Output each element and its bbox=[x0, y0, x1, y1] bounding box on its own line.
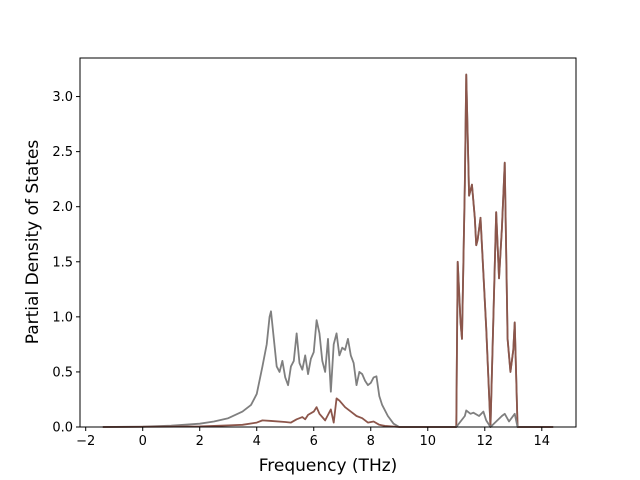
y-tick-label: 2.0 bbox=[52, 200, 73, 215]
x-tick-label: 10 bbox=[419, 434, 436, 449]
x-tick-label: −2 bbox=[76, 434, 95, 449]
y-tick-label: 0.5 bbox=[52, 365, 73, 380]
series-line-1 bbox=[102, 73, 554, 428]
series-layer bbox=[102, 73, 554, 428]
y-axis: 0.0 0.5 1.0 1.5 2.0 2.5 3.0 bbox=[52, 90, 80, 436]
plot-frame bbox=[79, 57, 577, 428]
series-line-0 bbox=[102, 73, 554, 428]
x-tick-label: 14 bbox=[534, 434, 551, 449]
y-tick-label: 0.0 bbox=[52, 421, 73, 436]
y-tick-label: 3.0 bbox=[52, 90, 73, 105]
x-axis-label: Frequency (THz) bbox=[259, 456, 398, 476]
x-tick-label: 4 bbox=[253, 434, 261, 449]
y-tick-label: 2.5 bbox=[52, 145, 73, 160]
y-tick-label: 1.5 bbox=[52, 255, 73, 270]
x-tick-label: 0 bbox=[139, 434, 147, 449]
x-tick-label: 8 bbox=[367, 434, 375, 449]
series-line-2 bbox=[455, 409, 519, 428]
x-tick-label: 12 bbox=[477, 434, 494, 449]
x-tick-label: 6 bbox=[310, 434, 318, 449]
x-tick-label: 2 bbox=[196, 434, 204, 449]
y-tick-label: 1.0 bbox=[52, 310, 73, 325]
x-axis: −2 0 2 4 6 8 10 12 14 bbox=[76, 427, 550, 449]
y-axis-label: Partial Density of States bbox=[23, 140, 43, 345]
